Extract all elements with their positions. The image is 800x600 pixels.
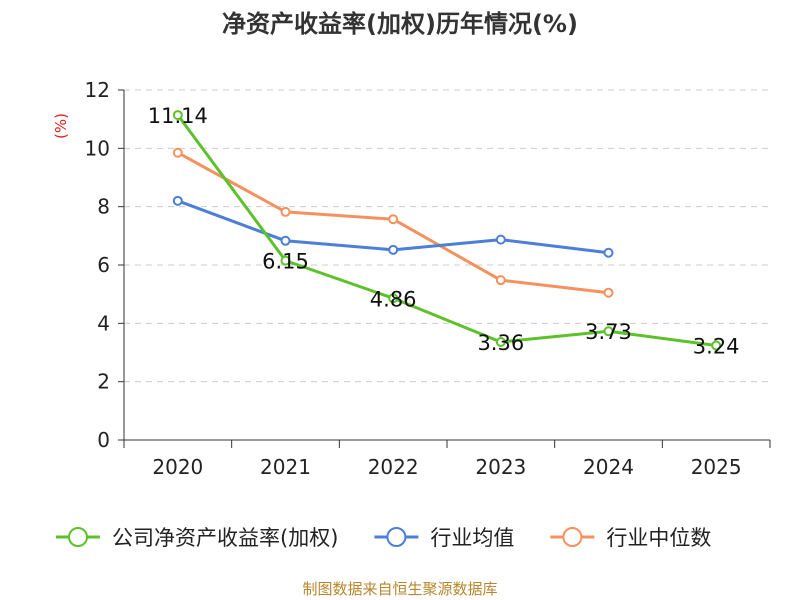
- chart-title: 净资产收益率(加权)历年情况(%): [222, 10, 578, 38]
- x-tick-label: 2025: [691, 455, 742, 479]
- legend-label: 行业中位数: [606, 526, 711, 550]
- data-point: [603, 326, 614, 337]
- x-tick-label: 2023: [475, 455, 526, 479]
- legend-marker-icon: [386, 527, 407, 547]
- data-point: [172, 110, 183, 121]
- data-point: [603, 247, 614, 258]
- data-labels: 11.14 6.15 4.86 3.36 3.73 3.24: [148, 104, 740, 358]
- data-point: [388, 293, 399, 304]
- gridlines: [124, 89, 770, 383]
- data-point: [280, 255, 291, 266]
- y-tick-label: 8: [97, 195, 110, 219]
- axes: 0 2 4 6 8 10 12 2020 2021 2022 2023 2024 2025: [85, 78, 771, 479]
- series-line: [176, 114, 717, 347]
- data-point: [711, 340, 722, 351]
- y-tick-label: 4: [97, 311, 110, 335]
- y-tick-label: 6: [97, 253, 110, 277]
- x-tick-label: 2020: [152, 455, 203, 479]
- data-point: [495, 275, 506, 286]
- legend-label: 公司净资产收益率(加权): [112, 526, 338, 550]
- legend-item-2[interactable]: 行业中位数: [550, 526, 711, 550]
- legend[interactable]: 公司净资产收益率(加权) 行业均值 行业中位数: [56, 526, 711, 550]
- data-label: 6.15: [262, 250, 309, 274]
- y-tick-label: 0: [97, 428, 110, 452]
- data-source-note: 制图数据来自恒生聚源数据库: [302, 580, 497, 598]
- data-point: [280, 206, 291, 217]
- data-label: 4.86: [370, 287, 417, 311]
- series-1: [172, 195, 614, 258]
- data-point: [495, 337, 506, 347]
- data-label: 3.36: [477, 331, 524, 355]
- data-point: [495, 234, 506, 245]
- data-point: [388, 244, 399, 255]
- series-0: [172, 110, 722, 351]
- legend-item-0[interactable]: 公司净资产收益率(加权): [56, 526, 338, 550]
- y-axis-unit-label: (%): [52, 113, 70, 139]
- y-tick-label: 12: [85, 78, 110, 102]
- legend-label: 行业均值: [430, 526, 514, 550]
- legend-marker-icon: [562, 527, 583, 547]
- x-tick-label: 2021: [260, 455, 311, 479]
- y-tick-label: 2: [97, 370, 110, 394]
- legend-marker-icon: [68, 527, 88, 547]
- data-point: [280, 235, 291, 246]
- data-point: [603, 287, 614, 298]
- data-label: 3.73: [585, 320, 632, 344]
- x-tick-label: 2022: [368, 455, 419, 479]
- legend-item-1[interactable]: 行业均值: [374, 526, 514, 550]
- data-label: 3.24: [693, 335, 740, 359]
- series-layer: [172, 110, 722, 351]
- data-point: [388, 214, 399, 225]
- series-2: [172, 147, 614, 298]
- y-tick-label: 10: [85, 136, 110, 160]
- data-label: 11.14: [148, 104, 208, 128]
- x-tick-label: 2024: [583, 455, 634, 479]
- data-point: [172, 195, 183, 206]
- data-point: [172, 147, 183, 158]
